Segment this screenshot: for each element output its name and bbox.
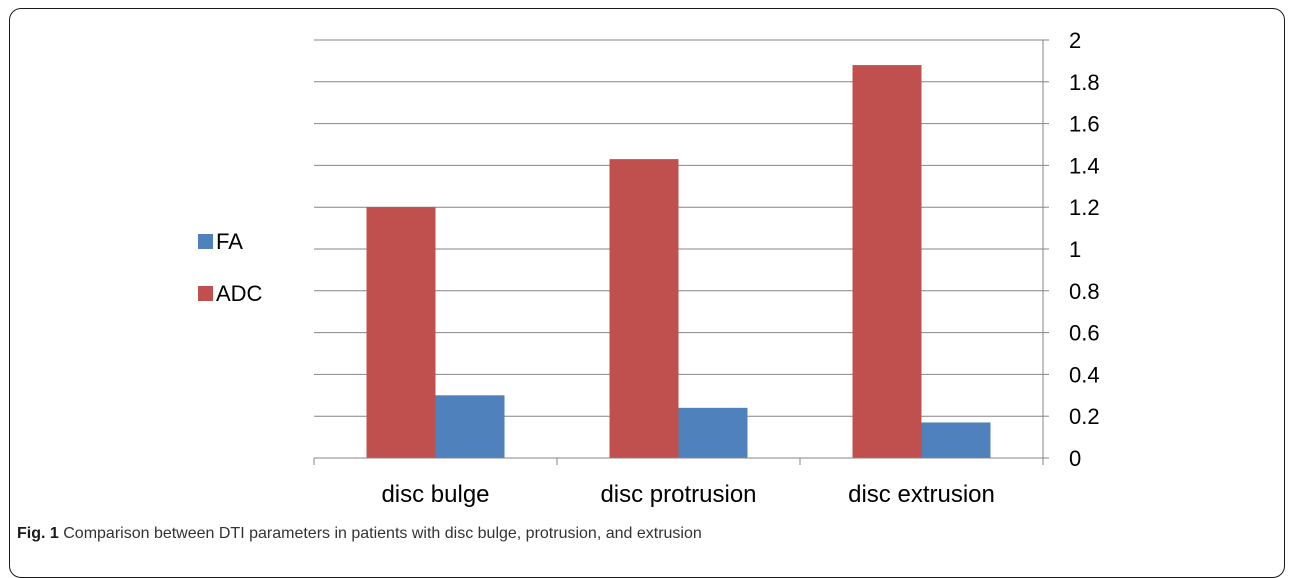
y-tick-label: 0.6 xyxy=(1069,321,1100,346)
y-tick-label: 0.2 xyxy=(1069,404,1100,429)
bar-chart: 0 0.2 0.4 0.6 0.8 1 1.2 1.4 1.6 1.8 2 disc bulge dis… xyxy=(198,28,1100,508)
y-tick-label: 1.8 xyxy=(1069,70,1100,95)
y-tick-label: 1.6 xyxy=(1069,112,1100,137)
legend: FA ADC xyxy=(198,229,263,306)
y-tick-label: 0.4 xyxy=(1069,362,1100,387)
bars xyxy=(366,65,991,458)
axes: 0 0.2 0.4 0.6 0.8 1 1.2 1.4 1.6 1.8 2 disc bulge dis… xyxy=(313,28,1100,508)
bar-fa-disc-bulge xyxy=(435,395,505,458)
legend-label-adc: ADC xyxy=(216,281,263,306)
y-tick-label: 0.8 xyxy=(1069,279,1100,304)
caption-label: Fig. 1 xyxy=(17,525,59,542)
y-tick-label: 1.2 xyxy=(1069,195,1100,220)
y-tick-label: 2 xyxy=(1069,28,1081,53)
x-category-label: disc protrusion xyxy=(600,481,756,508)
bar-adc-disc-bulge xyxy=(366,207,436,458)
caption-text: Comparison between DTI parameters in pat… xyxy=(63,525,702,542)
legend-swatch-adc xyxy=(198,286,213,301)
x-category-label: disc bulge xyxy=(381,481,489,508)
bar-fa-disc-extrusion xyxy=(921,422,991,458)
figure-caption: Fig. 1 Comparison between DTI parameters… xyxy=(17,525,702,543)
bar-adc-disc-extrusion xyxy=(852,65,922,458)
x-category-label: disc extrusion xyxy=(848,481,995,508)
bar-adc-disc-protrusion xyxy=(609,159,679,458)
legend-label-fa: FA xyxy=(216,229,243,254)
bar-fa-disc-protrusion xyxy=(678,407,748,458)
y-tick-label: 1 xyxy=(1069,237,1081,262)
y-tick-label: 1.4 xyxy=(1069,153,1100,178)
legend-swatch-fa xyxy=(198,234,213,249)
y-tick-label: 0 xyxy=(1069,446,1081,471)
